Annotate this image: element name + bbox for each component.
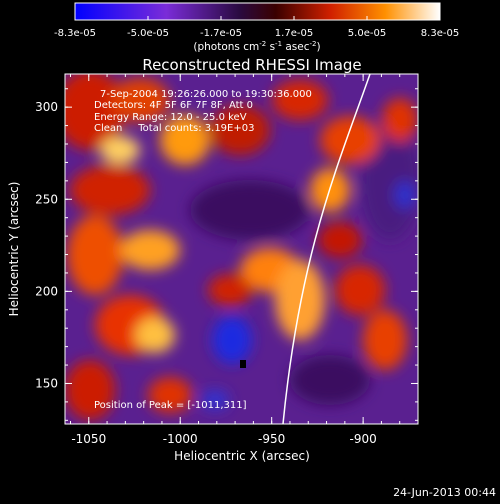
y-tick-label: 300 [35, 100, 58, 114]
x-tick-label: -950 [258, 432, 285, 446]
colorbar-tick-label: -5.0e-05 [127, 28, 169, 39]
colorbar-unit-label: (photons cm-2 s-1 asec-2) [193, 40, 320, 53]
y-axis: 150 200 250 300 [35, 88, 418, 421]
rhessi-image [65, 74, 418, 424]
energy-range-text: Energy Range: 12.0 - 25.0 keV [94, 112, 247, 123]
plot-title: Reconstructed RHESSI Image [142, 56, 361, 74]
colorbar-tick-label: -8.3e-05 [54, 28, 96, 39]
y-tick-label: 250 [35, 192, 58, 206]
solar-limb-line [282, 74, 371, 424]
colorbar: -8.3e-05 -5.0e-05 -1.7e-05 1.7e-05 5.0e-05 8.… [54, 2, 459, 53]
x-tick-label: -1000 [163, 432, 198, 446]
time-range-text: 7-Sep-2004 19:26:26.000 to 19:30:36.000 [100, 89, 312, 100]
peak-marker [240, 360, 246, 368]
x-axis: -1050 -1000 -950 -900 [69, 74, 419, 446]
colorbar-tick-label: 8.3e-05 [421, 28, 459, 39]
clean-text: Clean Total counts: 3.19E+03 [94, 123, 254, 134]
y-tick-label: 150 [35, 376, 58, 390]
x-tick-label: -900 [350, 432, 377, 446]
colorbar-ticks: -8.3e-05 -5.0e-05 -1.7e-05 1.7e-05 5.0e-05 8.… [54, 16, 459, 39]
timestamp: 24-Jun-2013 00:44 [393, 486, 496, 499]
y-tick-label: 200 [35, 284, 58, 298]
y-axis-label: Heliocentric Y (arcsec) [7, 182, 21, 317]
detectors-text: Detectors: 4F 5F 6F 7F 8F, Att 0 [94, 100, 253, 111]
info-block: 7-Sep-2004 19:26:26.000 to 19:30:36.000 … [94, 89, 312, 134]
x-tick-label: -1050 [71, 432, 106, 446]
colorbar-tick-label: 1.7e-05 [275, 28, 313, 39]
colorbar-tick-label: -1.7e-05 [200, 28, 242, 39]
plot-frame [64, 73, 419, 425]
peak-position-text: Position of Peak = [-1011,311] [94, 400, 247, 411]
colorbar-gradient [74, 2, 441, 21]
colorbar-tick-label: 5.0e-05 [348, 28, 386, 39]
x-axis-label: Heliocentric X (arcsec) [174, 449, 310, 463]
